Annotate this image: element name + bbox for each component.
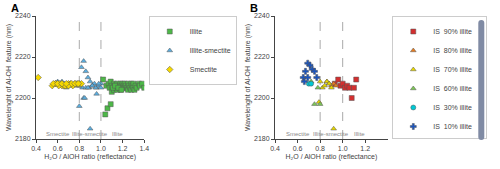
svg-text:IS 70% illite: IS 70% illite <box>433 66 472 73</box>
svg-text:2180: 2180 <box>15 135 31 142</box>
svg-text:IS 60% illite: IS 60% illite <box>433 85 472 92</box>
svg-text:Smectite: Smectite <box>286 131 310 137</box>
svg-text:Illite-smectite: Illite-smectite <box>72 131 108 137</box>
svg-text:1.4: 1.4 <box>139 145 149 152</box>
svg-text:Illite: Illite <box>112 131 123 137</box>
svg-text:Illite: Illite <box>190 28 203 35</box>
svg-text:H₂O / AlOH ratio (reflectance): H₂O / AlOH ratio (reflectance) <box>44 153 136 161</box>
svg-text:1.2: 1.2 <box>360 145 370 152</box>
svg-text:0.4: 0.4 <box>31 145 41 152</box>
svg-text:Wavelenght of Al-OH feature (: Wavelenght of Al-OH feature (nm) <box>5 24 13 131</box>
svg-text:IS 80% illite: IS 80% illite <box>433 47 472 54</box>
svg-text:A: A <box>11 2 19 14</box>
svg-text:IS 90% illite: IS 90% illite <box>433 28 472 35</box>
svg-text:2240: 2240 <box>15 12 31 19</box>
svg-text:0.8: 0.8 <box>74 145 84 152</box>
svg-text:1.2: 1.2 <box>118 145 128 152</box>
svg-text:Illite: Illite <box>354 131 365 137</box>
svg-text:1.0: 1.0 <box>96 145 106 152</box>
svg-text:0.6: 0.6 <box>53 145 63 152</box>
svg-text:2220: 2220 <box>254 53 270 60</box>
svg-text:IS 10% illite: IS 10% illite <box>433 123 472 130</box>
svg-text:1.0: 1.0 <box>338 145 348 152</box>
svg-text:H₂O / AlOH ratio (reflectance): H₂O / AlOH ratio (reflectance) <box>285 153 377 161</box>
svg-text:B: B <box>250 2 258 14</box>
svg-text:Illite-smectite: Illite-smectite <box>190 47 231 54</box>
svg-text:2180: 2180 <box>254 135 270 142</box>
svg-text:2200: 2200 <box>15 94 31 101</box>
svg-text:0.4: 0.4 <box>270 145 280 152</box>
svg-text:Smectite: Smectite <box>46 131 70 137</box>
svg-text:Wavelenght of Al-OH feature (: Wavelenght of Al-OH feature (nm) <box>244 24 252 131</box>
svg-text:2200: 2200 <box>254 94 270 101</box>
svg-text:Smectite: Smectite <box>190 66 217 73</box>
svg-text:IS 30% illite: IS 30% illite <box>433 104 472 111</box>
svg-text:2240: 2240 <box>254 12 270 19</box>
svg-text:0.6: 0.6 <box>293 145 303 152</box>
svg-text:Illite-smectite: Illite-smectite <box>313 131 349 137</box>
svg-text:0.8: 0.8 <box>315 145 325 152</box>
svg-text:2220: 2220 <box>15 53 31 60</box>
